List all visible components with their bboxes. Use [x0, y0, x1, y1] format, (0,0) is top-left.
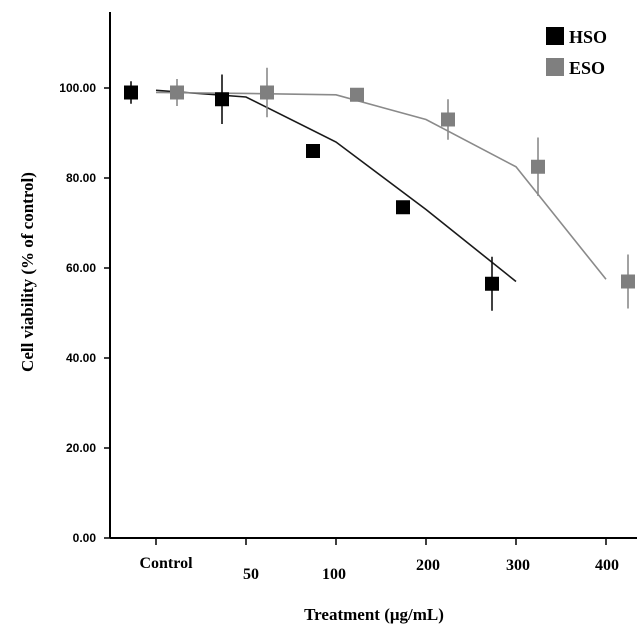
- x-tick-label: 100: [322, 566, 346, 583]
- legend-swatch-hso: [546, 27, 564, 45]
- data-point-eso: [531, 159, 545, 174]
- fit-line-hso: [155, 89, 517, 283]
- markers: [124, 85, 635, 291]
- data-point-hso: [306, 144, 320, 158]
- y-ticks: 0.00 20.00 40.00 60.00 80.00 100.00: [59, 81, 110, 545]
- legend-swatch-eso: [546, 58, 564, 76]
- x-tick-label: 400: [595, 557, 619, 574]
- legend-label-hso: HSO: [569, 27, 607, 47]
- legend-label-eso: ESO: [569, 58, 605, 78]
- fit-line-eso: [155, 91, 607, 280]
- x-tick-label: 300: [506, 557, 530, 574]
- x-tick-label: 200: [416, 557, 440, 574]
- x-axis-title: Treatment (μg/mL): [304, 605, 444, 624]
- y-tick-label: 20.00: [66, 441, 96, 455]
- x-ticks: Control 50 100 200 300 400: [139, 538, 619, 583]
- y-tick-label: 40.00: [66, 351, 96, 365]
- data-point-eso: [350, 87, 364, 102]
- data-point-eso: [170, 85, 184, 100]
- data-point-hso: [124, 85, 138, 100]
- data-point-eso: [621, 274, 635, 289]
- x-tick-label: 50: [243, 566, 259, 583]
- data-point-eso: [260, 85, 274, 100]
- legend: HSO ESO: [546, 27, 607, 78]
- y-tick-label: 60.00: [66, 261, 96, 275]
- y-tick-label: 80.00: [66, 171, 96, 185]
- data-point-eso: [441, 112, 455, 127]
- data-point-hso: [396, 200, 410, 215]
- y-tick-label: 0.00: [73, 531, 97, 545]
- data-point-hso: [215, 92, 229, 107]
- error-bars: [130, 67, 629, 311]
- data-point-hso: [485, 276, 499, 291]
- x-tick-label: Control: [139, 555, 193, 572]
- axes: [109, 12, 637, 539]
- y-axis-title: Cell viability (% of control): [18, 172, 37, 372]
- y-tick-label: 100.00: [59, 81, 96, 95]
